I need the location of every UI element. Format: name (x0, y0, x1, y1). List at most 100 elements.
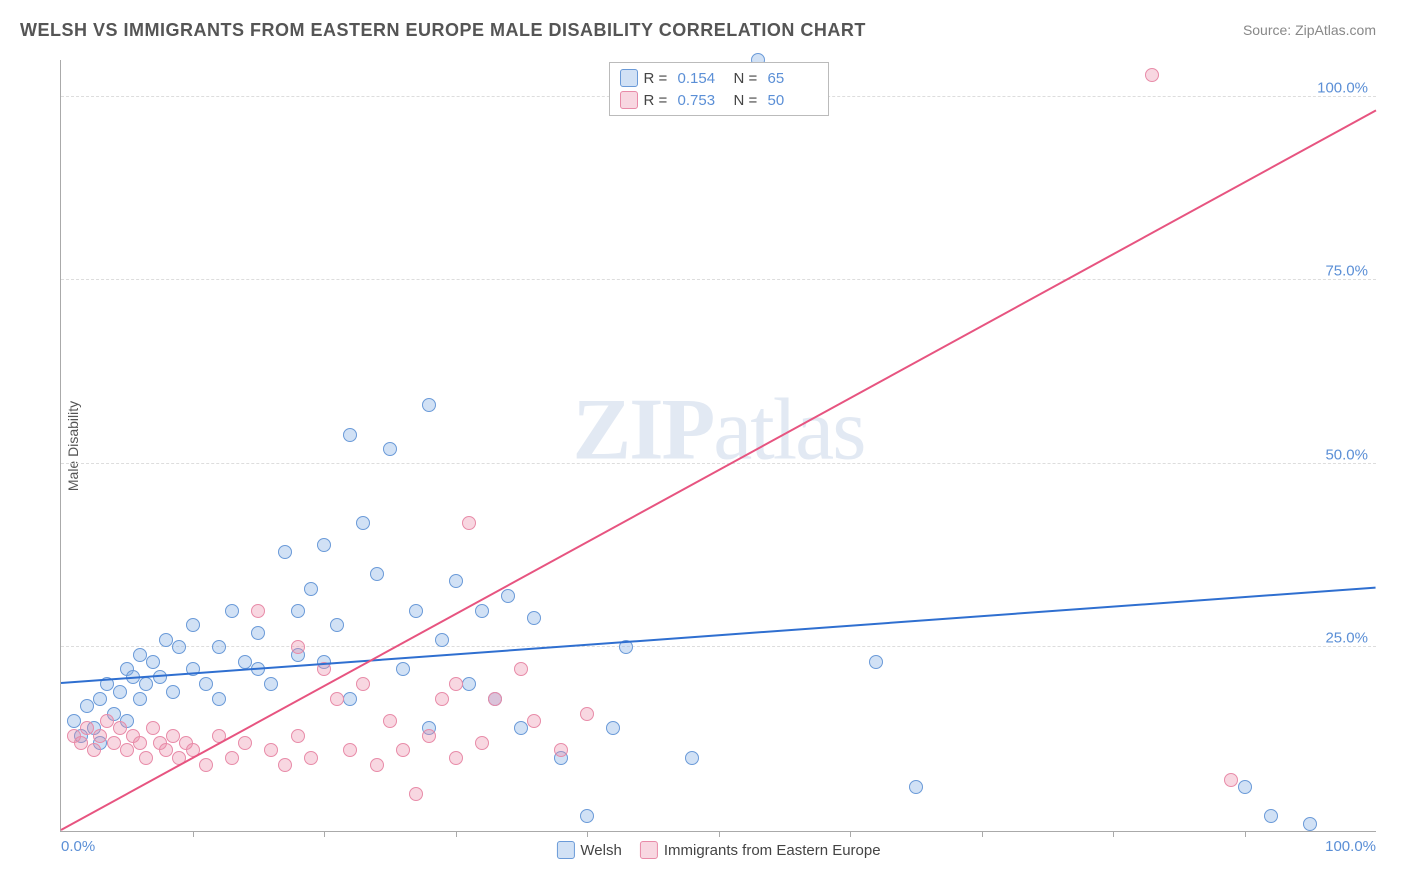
data-point (462, 677, 476, 691)
data-point (199, 758, 213, 772)
data-point (317, 538, 331, 552)
data-point (356, 516, 370, 530)
data-point (422, 729, 436, 743)
y-tick-label: 50.0% (1325, 446, 1368, 463)
x-tick (850, 831, 851, 837)
data-point (133, 736, 147, 750)
data-point (133, 692, 147, 706)
data-point (93, 692, 107, 706)
data-point (304, 751, 318, 765)
data-point (74, 736, 88, 750)
data-point (409, 604, 423, 618)
data-point (396, 662, 410, 676)
data-point (869, 655, 883, 669)
data-point (606, 721, 620, 735)
data-point (475, 736, 489, 750)
data-point (449, 677, 463, 691)
data-point (93, 729, 107, 743)
data-point (488, 692, 502, 706)
x-tick-label: 100.0% (1325, 838, 1376, 855)
data-point (383, 442, 397, 456)
swatch-icon (620, 91, 638, 109)
data-point (80, 699, 94, 713)
r-value: 0.753 (678, 92, 728, 109)
data-point (580, 809, 594, 823)
data-point (435, 633, 449, 647)
data-point (330, 618, 344, 632)
legend-row: R = 0.753 N = 50 (620, 89, 818, 111)
r-value: 0.154 (678, 70, 728, 87)
data-point (343, 692, 357, 706)
chart-title: WELSH VS IMMIGRANTS FROM EASTERN EUROPE … (20, 20, 866, 41)
series-name: Welsh (580, 842, 621, 859)
data-point (435, 692, 449, 706)
data-point (343, 428, 357, 442)
data-point (343, 743, 357, 757)
data-point (580, 707, 594, 721)
y-tick-label: 25.0% (1325, 630, 1368, 647)
gridline (61, 646, 1376, 647)
data-point (159, 743, 173, 757)
data-point (422, 398, 436, 412)
x-tick (193, 831, 194, 837)
data-point (685, 751, 699, 765)
data-point (501, 589, 515, 603)
x-tick (1245, 831, 1246, 837)
plot-area: ZIPatlas R = 0.154 N = 65 R = 0.753 N = … (60, 60, 1376, 832)
data-point (67, 714, 81, 728)
data-point (475, 604, 489, 618)
data-point (370, 567, 384, 581)
data-point (1303, 817, 1317, 831)
data-point (514, 662, 528, 676)
gridline (61, 279, 1376, 280)
source-link[interactable]: ZipAtlas.com (1295, 22, 1376, 38)
data-point (238, 655, 252, 669)
data-point (1145, 68, 1159, 82)
watermark: ZIPatlas (573, 380, 865, 481)
data-point (278, 758, 292, 772)
x-tick-label: 0.0% (61, 838, 95, 855)
data-point (212, 640, 226, 654)
data-point (909, 780, 923, 794)
data-point (396, 743, 410, 757)
data-point (304, 582, 318, 596)
y-tick-label: 100.0% (1317, 79, 1368, 96)
data-point (291, 604, 305, 618)
data-point (113, 721, 127, 735)
series-legend: Welsh Immigrants from Eastern Europe (556, 841, 880, 859)
x-tick (587, 831, 588, 837)
legend-item: Immigrants from Eastern Europe (640, 841, 881, 859)
chart-container: WELSH VS IMMIGRANTS FROM EASTERN EUROPE … (10, 10, 1396, 882)
data-point (113, 685, 127, 699)
data-point (1224, 773, 1238, 787)
data-point (1238, 780, 1252, 794)
data-point (554, 743, 568, 757)
data-point (356, 677, 370, 691)
data-point (251, 626, 265, 640)
data-point (199, 677, 213, 691)
series-name: Immigrants from Eastern Europe (664, 842, 881, 859)
data-point (449, 751, 463, 765)
correlation-legend: R = 0.154 N = 65 R = 0.753 N = 50 (609, 62, 829, 116)
data-point (146, 721, 160, 735)
data-point (527, 611, 541, 625)
data-point (166, 729, 180, 743)
data-point (251, 604, 265, 618)
data-point (278, 545, 292, 559)
swatch-icon (620, 69, 638, 87)
data-point (462, 516, 476, 530)
data-point (133, 648, 147, 662)
x-tick (719, 831, 720, 837)
data-point (186, 618, 200, 632)
trend-line (61, 110, 1377, 831)
data-point (120, 743, 134, 757)
data-point (409, 787, 423, 801)
x-tick (324, 831, 325, 837)
n-value: 65 (768, 70, 818, 87)
n-value: 50 (768, 92, 818, 109)
data-point (383, 714, 397, 728)
data-point (514, 721, 528, 735)
data-point (172, 640, 186, 654)
swatch-icon (640, 841, 658, 859)
data-point (330, 692, 344, 706)
